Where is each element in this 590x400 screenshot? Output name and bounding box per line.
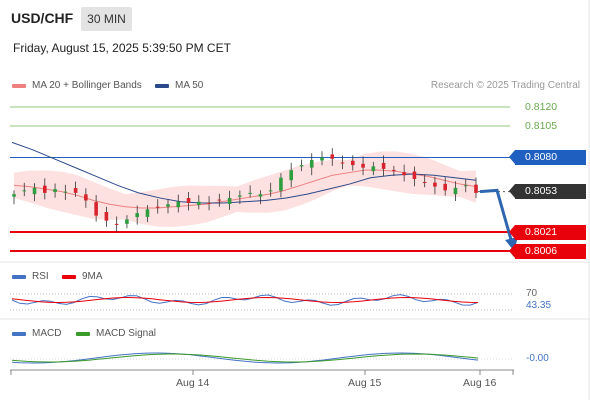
macd-swatch [12,331,26,336]
candle-body [207,202,211,204]
candle-body [289,170,293,181]
candle-body [145,209,150,217]
research-credit: Research © 2025 Trading Central [430,80,580,91]
candle-body [63,191,68,193]
candle-body [422,181,427,183]
candle-body [371,166,376,172]
chart-datetime: Friday, August 15, 2025 5:39:50 PM CET [13,41,231,55]
level-label-2: 0.8080 [525,151,558,163]
candle-body [299,165,304,167]
candle-body [217,199,222,201]
level-label-4: 0.8021 [525,226,558,238]
legend-rsi-label: RSI [32,271,49,282]
candle-body [43,185,47,193]
forecast-arrow [479,188,514,244]
level-tag-support-1: 0.8021 [509,225,586,240]
candle-body [22,190,27,192]
candle-body [125,219,129,224]
rsi-level-70: 70 [526,288,538,299]
candle-body [73,188,78,193]
candle-body [227,197,232,204]
legend-rsi[interactable]: RSI [12,271,49,282]
candle-body [268,190,273,192]
candle-body [463,185,468,187]
candle-body [279,177,283,191]
legend-macd-signal-label: MACD Signal [96,328,157,339]
bollinger-band [14,151,476,227]
candle-body [197,201,201,206]
rsi-swatch [12,274,26,279]
legend-ma20[interactable]: MA 20 + Bollinger Bands [12,80,142,91]
candle-body [84,194,88,201]
level-label-3: 0.8053 [525,185,558,197]
legend-macd[interactable]: MACD [12,328,61,339]
candle-body [381,162,386,169]
macd-value: -0.00 [526,353,549,364]
macd-signal-line [11,353,479,363]
candle-body [340,162,345,164]
symbol-title: USD/CHF [11,10,74,26]
candle-body [94,202,98,216]
candle-body [320,157,324,161]
candle-body [392,169,396,171]
legend-macd-label: MACD [32,328,62,339]
candle-body [176,201,181,208]
candle-body [186,198,191,203]
candle-body [155,206,160,208]
x-tick-aug15: Aug 15 [348,377,382,389]
legend-9ma[interactable]: 9MA [62,271,103,282]
candle-body [361,163,365,168]
legend-ma50[interactable]: MA 50 [155,80,203,91]
legend-9ma-label: 9MA [82,271,103,282]
timeframe-button[interactable]: 30 MIN [81,7,132,31]
level-tag-support-2: 0.8006 [509,244,586,259]
candle-body [443,183,447,191]
candle-body [309,160,314,168]
level-label-5: 0.8006 [525,245,558,257]
candle-body [32,187,37,195]
candle-body [53,189,57,193]
candle-body [238,195,242,197]
level-label-1: 0.8105 [525,120,558,132]
legend-ma20-label: MA 20 + Bollinger Bands [32,80,142,91]
rsi-9ma-line [11,296,479,304]
macd-line [11,352,479,364]
x-tick-aug16: Aug 16 [463,377,497,389]
ma20-line [13,169,477,209]
macd-signal-swatch [76,331,90,336]
level-tag-pivot: 0.8080 [509,150,586,165]
candle-body [402,172,406,176]
rsi-value: 43.35 [526,300,552,311]
candle-body [330,154,335,159]
rsi-line [11,294,479,306]
candle-body [412,171,417,179]
legend-ma50-label: MA 50 [175,80,204,91]
candle-body [474,184,478,193]
ma20-swatch [12,83,26,88]
ma50-line [11,141,477,204]
candle-body [453,187,458,195]
candle-body [166,204,170,207]
ma50-swatch [155,83,169,88]
legend-macd-signal[interactable]: MACD Signal [76,328,156,339]
candle-body [114,223,119,225]
candle-body [248,192,252,194]
candle-body [433,182,437,187]
candle-body [258,194,263,197]
ma9-swatch [62,274,76,279]
x-tick-aug14: Aug 14 [176,377,210,389]
level-label-0: 0.8120 [525,101,558,113]
candle-body [351,160,355,166]
candle-body [12,194,16,197]
candle-body [104,211,109,221]
candle-body [135,213,139,218]
current-price-tag: 0.8053 [509,184,586,199]
